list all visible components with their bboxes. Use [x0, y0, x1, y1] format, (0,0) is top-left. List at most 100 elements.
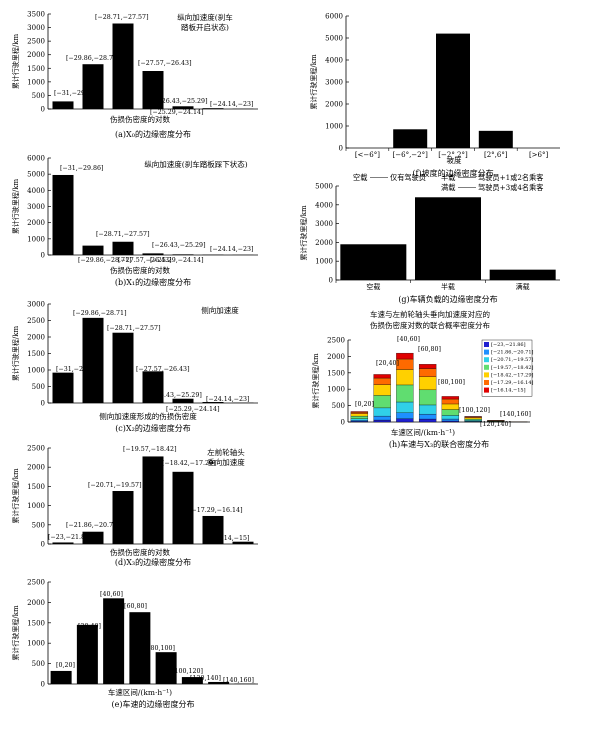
y-tick-label: 1000 [27, 78, 45, 86]
bar-label: [−25.29,−24.14] [166, 406, 220, 413]
bar [76, 624, 98, 684]
bar-label: [120,140] [190, 675, 221, 682]
stacked-segment [441, 396, 460, 400]
x-axis-label: 伤损伤密度的对数 [110, 114, 170, 124]
bar [202, 402, 224, 403]
bar-label: [60,80] [418, 346, 441, 353]
bar [172, 471, 194, 544]
x-axis-label: 车速区间/(km·h⁻¹) [108, 687, 172, 697]
x-axis-label: 侧向加速度形成的伤损伤密度 [99, 411, 197, 421]
y-tick-label: 2000 [27, 599, 45, 607]
y-tick-label: 6000 [325, 13, 343, 21]
bar [142, 371, 164, 403]
chart-c: 0 500 1000 1500 2000 2500 3000 累计行驶里程/km [−31,−2… [11, 301, 258, 433]
figure-caption: (e)车速的边缘密度分布 [112, 699, 195, 709]
legend-swatch [484, 342, 489, 347]
chart-e: 0 500 1000 1500 2000 2500 累计行驶里程/km [0,20] [20,4… [11, 579, 258, 709]
y-tick-label: 500 [32, 383, 45, 391]
y-tick-label: 4000 [27, 187, 45, 195]
bar [112, 332, 134, 403]
bar-label: [−23,−21.86] [48, 534, 92, 541]
bar [436, 33, 470, 148]
bar-label: [−16.14,−15] [206, 535, 250, 542]
y-tick-label: 0 [41, 252, 45, 260]
bar [142, 253, 164, 255]
chart-title: 车速与左前轮轴头垂向加速度对应的 [370, 309, 490, 319]
stacked-segment [373, 384, 391, 396]
stacked-segment [373, 415, 391, 421]
y-tick-label: 1500 [27, 483, 45, 491]
legend: [−23,−21.86] [−21.86,−20.71][−20.71,−19.5… [481, 339, 534, 397]
bar-label: [−24.14,−23] [206, 396, 250, 403]
bar [202, 108, 224, 109]
y-tick-label: 1500 [27, 65, 45, 73]
bar-label: [−27.57,−26.43] [138, 60, 192, 67]
bar [103, 598, 125, 684]
y-tick-label: 2500 [27, 317, 45, 325]
bar-label: [−19.57,−18.42] [123, 446, 177, 453]
y-tick-label: 0 [339, 145, 343, 153]
y-tick-label: 2000 [27, 51, 45, 59]
x-tick-label: [<−6°] [355, 151, 380, 159]
bar [393, 129, 428, 148]
legend-swatch [484, 380, 489, 385]
bar [52, 174, 74, 255]
x-tick-label: 空载 [366, 282, 380, 291]
stacked-segment [373, 419, 391, 423]
bar-label: [−31,−29.86] [54, 90, 98, 97]
chart-title: 垂向加速度 [207, 457, 245, 467]
bar [52, 101, 74, 109]
bar-label: [80,100] [148, 645, 175, 652]
chart-title: 纵向加速度(刹车 [177, 12, 233, 22]
y-tick-label: 3000 [27, 24, 45, 32]
legend-swatch [484, 372, 489, 378]
bar-label: [120,140] [480, 421, 511, 428]
figure-caption: (g)车辆负载的边缘密度分布 [398, 294, 497, 304]
legend-swatch [484, 357, 489, 363]
stacked-segment [418, 413, 437, 420]
legend-entry: [−21.86,−20.71] [491, 350, 534, 356]
bar-label: [40,60] [397, 336, 420, 343]
y-tick-label: 5000 [325, 35, 343, 43]
x-axis-label: 伤损伤密度的对数 [110, 547, 170, 557]
bar [52, 542, 74, 544]
y-tick-label: 500 [32, 521, 45, 529]
y-tick-label: 1500 [327, 369, 345, 377]
bar-label: 6.43,−25.29] [160, 392, 202, 399]
y-tick-label: 1000 [27, 367, 45, 375]
y-tick-label: 1000 [27, 640, 45, 648]
bar [82, 531, 104, 544]
figure-caption: (d)X₃的边缘密度分布 [115, 557, 191, 567]
bar-label: [40,60] [100, 591, 123, 598]
bar [50, 670, 72, 684]
y-tick-label: 2000 [27, 464, 45, 472]
legend-desc: 驾驶员+1或2名乘客 [478, 173, 543, 182]
bar [208, 681, 230, 684]
y-tick-label: 500 [32, 660, 45, 668]
y-tick-label: 5000 [315, 183, 333, 191]
legend-swatch [484, 364, 489, 370]
legend-key: 满载 [441, 183, 455, 192]
bar-label: [−20.71,−19.57] [88, 482, 142, 489]
legend-swatch [484, 387, 489, 393]
bar-label: [0,20] [355, 401, 374, 408]
y-tick-label: 0 [341, 419, 345, 427]
x-tick-label: [>6°] [529, 151, 549, 159]
chart-d: 0 500 1000 1500 2000 2500 累计行驶里程/km [−23,−21.86… [11, 445, 258, 567]
y-axis-label: 累计行驶里程/km [11, 605, 20, 661]
y-axis-label: 累计行驶里程/km [11, 179, 20, 235]
y-tick-label: 2000 [327, 353, 345, 361]
legend-desc: 驾驶员+3或4名乘客 [478, 183, 543, 192]
stacked-segment [418, 389, 437, 406]
y-axis-label: 累计行驶里程/km [11, 468, 20, 524]
bar-label: [−31,−29.86] [60, 165, 104, 172]
stacked-segment [418, 368, 437, 377]
y-axis-label: 累计行驶里程/km [311, 353, 320, 409]
bar-label: [0,20] [56, 662, 75, 669]
bar [172, 398, 194, 403]
y-tick-label: 5000 [27, 171, 45, 179]
y-tick-label: 3500 [27, 11, 45, 19]
figure-caption: (a)X₀的边缘密度分布 [115, 129, 191, 139]
